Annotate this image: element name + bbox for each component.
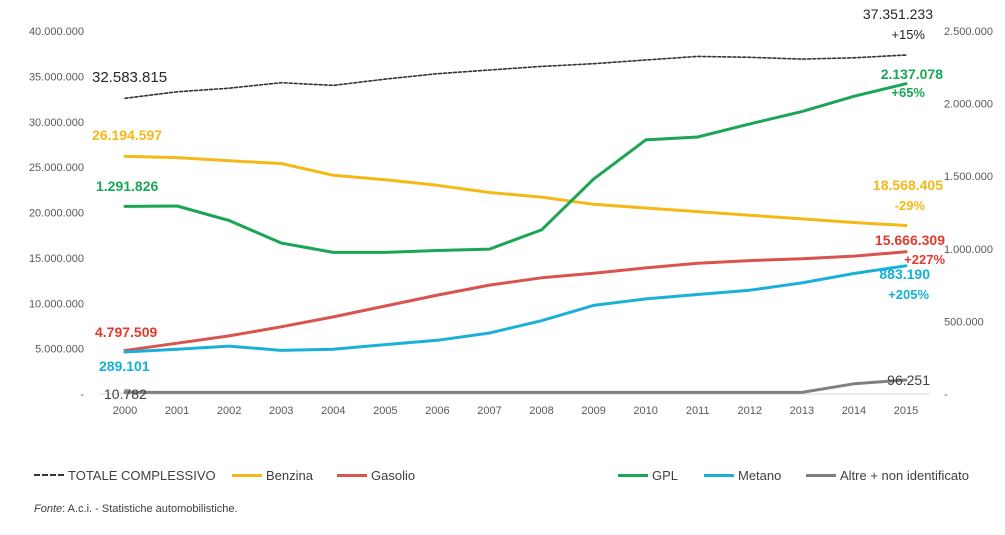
legend-swatch-benzina bbox=[232, 473, 262, 477]
x-tick-label: 2014 bbox=[842, 405, 866, 417]
label-end-gasolio: 15.666.309 bbox=[875, 232, 945, 248]
label-pct-gasolio: +227% bbox=[904, 252, 945, 267]
legend-swatch-totale bbox=[34, 474, 64, 476]
source-note: Fonte: A.c.i. - Statistiche automobilist… bbox=[34, 503, 238, 515]
legend-swatch-gpl bbox=[618, 473, 648, 477]
label-start-gasolio: 4.797.509 bbox=[95, 324, 157, 340]
x-tick-label: 2007 bbox=[477, 405, 501, 417]
label-end-totale: 37.351.233 bbox=[863, 6, 933, 22]
x-tick-label: 2008 bbox=[529, 405, 553, 417]
x-tick-label: 2004 bbox=[321, 405, 345, 417]
x-tick-label: 2013 bbox=[790, 405, 814, 417]
legend-item-metano: Metano bbox=[704, 465, 781, 485]
label-pct-benzina: -29% bbox=[895, 198, 926, 213]
label-start-benzina: 26.194.597 bbox=[92, 127, 162, 143]
source-label: Fonte bbox=[34, 503, 63, 515]
legend-swatch-metano bbox=[704, 473, 734, 477]
label-start-gpl: 1.291.826 bbox=[96, 178, 158, 194]
x-tick-label: 2003 bbox=[269, 405, 293, 417]
y-right-tick-label: 1.000.000 bbox=[944, 244, 993, 256]
legend-swatch-gasolio bbox=[337, 473, 367, 477]
y-left-tick-label: 30.000.000 bbox=[29, 117, 84, 129]
series-line-metano bbox=[123, 264, 908, 354]
x-tick-label: 2002 bbox=[217, 405, 241, 417]
series-line-gpl bbox=[123, 82, 908, 254]
series-line-totale bbox=[124, 54, 907, 100]
label-end-metano: 883.190 bbox=[879, 266, 930, 282]
label-pct-gpl: +65% bbox=[891, 85, 925, 100]
legend-label-totale: TOTALE COMPLESSIVO bbox=[68, 467, 216, 483]
series-line-benzina bbox=[123, 154, 908, 227]
y-left-tick-label: - bbox=[80, 389, 84, 401]
y-left-tick-label: 10.000.000 bbox=[29, 298, 84, 310]
y-right-tick-label: 1.500.000 bbox=[944, 171, 993, 183]
x-tick-label: 2010 bbox=[633, 405, 657, 417]
legend-item-benzina: Benzina bbox=[232, 465, 313, 485]
label-pct-metano: +205% bbox=[888, 287, 929, 302]
x-tick-label: 2011 bbox=[686, 405, 710, 417]
label-pct-totale: +15% bbox=[891, 27, 925, 42]
y-right-tick-label: 2.500.000 bbox=[944, 26, 993, 38]
legend-item-gpl: GPL bbox=[618, 465, 678, 485]
y-left-tick-label: 25.000.000 bbox=[29, 162, 84, 174]
y-left-tick-label: 35.000.000 bbox=[29, 71, 84, 83]
legend-label-metano: Metano bbox=[738, 467, 782, 483]
legend-item-totale: TOTALE COMPLESSIVO bbox=[34, 465, 216, 485]
x-tick-label: 2001 bbox=[165, 405, 189, 417]
label-start-altre: 10.782 bbox=[104, 386, 147, 402]
x-tick-label: 2009 bbox=[581, 405, 605, 417]
label-start-metano: 289.101 bbox=[99, 358, 150, 374]
legend-label-gpl: GPL bbox=[652, 467, 679, 483]
legend-item-altre: Altre + non identificato bbox=[806, 465, 969, 485]
y-right-tick-label: - bbox=[944, 389, 948, 401]
label-end-altre: 96.251 bbox=[887, 372, 930, 388]
legend-label-gasolio: Gasolio bbox=[371, 467, 416, 483]
x-tick-label: 2006 bbox=[425, 405, 449, 417]
x-tick-label: 2005 bbox=[373, 405, 397, 417]
line-chart: - 5.000.000 10.000.000 15.000.000 20.000.000… bbox=[29, 6, 993, 417]
chart-legend: TOTALE COMPLESSIVO Benzina Gasolio GPL M… bbox=[34, 465, 1005, 485]
x-tick-label: 2000 bbox=[113, 405, 137, 417]
series-line-gasolio bbox=[123, 250, 908, 352]
legend-item-gasolio: Gasolio bbox=[337, 465, 415, 485]
y-right-tick-label: 500.000 bbox=[944, 316, 984, 328]
series-line-altre bbox=[123, 378, 908, 394]
y-left-tick-label: 5.000.000 bbox=[35, 344, 84, 356]
x-tick-label: 2015 bbox=[894, 405, 918, 417]
legend-label-benzina: Benzina bbox=[266, 467, 313, 483]
label-end-gpl: 2.137.078 bbox=[881, 66, 943, 82]
x-tick-label: 2012 bbox=[738, 405, 762, 417]
y-right-tick-label: 2.000.000 bbox=[944, 99, 993, 111]
label-end-benzina: 18.568.405 bbox=[873, 177, 943, 193]
legend-swatch-altre bbox=[806, 473, 836, 477]
label-start-totale: 32.583.815 bbox=[92, 69, 167, 86]
y-left-tick-label: 40.000.000 bbox=[29, 26, 84, 38]
y-left-tick-label: 15.000.000 bbox=[29, 253, 84, 265]
legend-label-altre: Altre + non identificato bbox=[840, 467, 969, 483]
y-left-tick-label: 20.000.000 bbox=[29, 208, 84, 220]
source-text: : A.c.i. - Statistiche automobilistiche. bbox=[62, 503, 238, 515]
